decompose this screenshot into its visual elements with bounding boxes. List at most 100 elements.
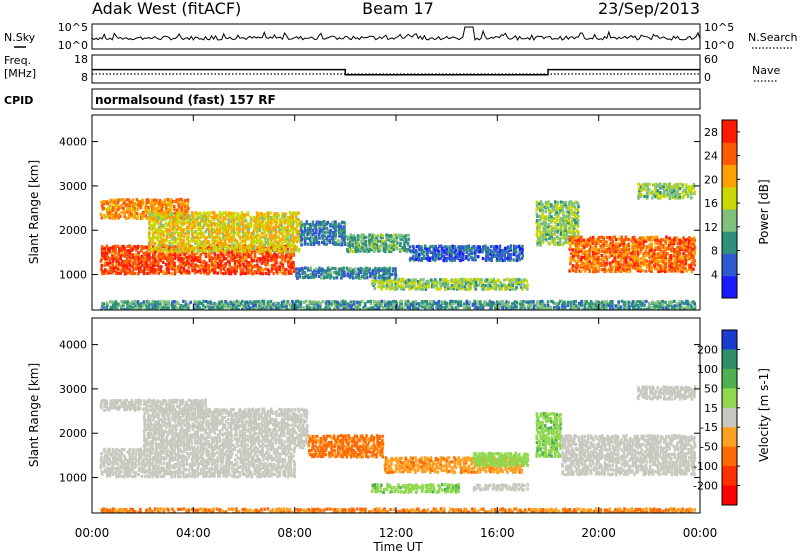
data-cell [227, 215, 231, 219]
data-cell [575, 251, 578, 256]
data-cell [117, 267, 120, 271]
data-cell [113, 200, 117, 204]
data-cell [133, 212, 136, 216]
data-cell [208, 220, 211, 224]
data-cell [365, 272, 369, 276]
data-cell [175, 300, 179, 304]
data-cell [326, 268, 329, 272]
data-cell [468, 248, 472, 253]
data-cell [210, 233, 214, 237]
data-cell [383, 300, 386, 304]
data-cell [436, 246, 440, 251]
data-cell [653, 238, 657, 242]
data-cell [527, 300, 530, 304]
data-cell [257, 308, 261, 310]
data-cell [266, 261, 269, 265]
data-cell [645, 196, 649, 200]
data-cell [125, 270, 128, 274]
data-cell [150, 210, 154, 214]
data-cell [382, 281, 385, 286]
data-cell [273, 259, 277, 263]
data-cell [136, 300, 140, 304]
data-cell [266, 308, 270, 310]
data-cell [262, 259, 265, 264]
data-cell [162, 260, 165, 264]
data-cell [292, 261, 295, 265]
data-cell [119, 257, 123, 261]
data-cell [234, 260, 237, 264]
data-cell [670, 262, 673, 266]
data-cell [652, 192, 655, 196]
data-cell [125, 257, 129, 261]
data-cell [605, 249, 608, 253]
data-cell [422, 278, 425, 282]
data-cell [238, 246, 242, 250]
data-cell [275, 215, 278, 219]
data-cell [636, 247, 639, 251]
data-cell [588, 243, 591, 247]
data-cell [496, 305, 500, 309]
data-cell [663, 182, 666, 186]
data-cell [374, 269, 378, 273]
data-cell [550, 235, 553, 239]
data-cell [432, 254, 435, 258]
data-cell [583, 303, 587, 308]
data-cell [292, 245, 296, 250]
data-cell [382, 245, 386, 249]
data-cell [594, 261, 598, 265]
data-cell [125, 265, 129, 269]
data-cell [467, 285, 470, 289]
data-cell [602, 242, 605, 246]
data-cell [664, 263, 667, 267]
data-cell [266, 255, 270, 259]
data-cell [338, 234, 341, 238]
data-cell [127, 216, 131, 220]
data-cell [550, 299, 553, 303]
data-cell [659, 254, 662, 258]
data-cell [317, 234, 321, 238]
data-cell [271, 227, 275, 232]
data-cell [567, 216, 571, 220]
data-cell [581, 307, 584, 310]
data-cell [386, 302, 390, 306]
data-cell [678, 263, 682, 267]
data-cell [202, 235, 206, 239]
data-cell [600, 302, 603, 306]
data-cell [642, 242, 645, 246]
data-cell [589, 255, 592, 259]
data-cell [275, 259, 278, 263]
data-cell [550, 225, 553, 229]
data-cell [687, 189, 691, 193]
data-cell [380, 299, 384, 303]
data-cell [322, 240, 326, 244]
data-cell [258, 259, 262, 263]
data-cell [150, 247, 154, 252]
data-cell [303, 270, 307, 275]
data-cell [484, 249, 488, 253]
data-cell [165, 249, 169, 253]
data-cell [498, 258, 502, 262]
data-cell [354, 249, 358, 254]
data-cell [608, 267, 611, 272]
data-cell [108, 250, 111, 254]
data-cell [211, 211, 214, 215]
data-cell [280, 303, 283, 308]
data-cell [244, 256, 248, 260]
data-cell [358, 307, 362, 310]
data-cell [360, 242, 364, 246]
data-cell [242, 259, 245, 263]
data-cell [328, 307, 332, 310]
data-cell [436, 249, 440, 253]
data-cell [303, 241, 307, 245]
data-cell [693, 246, 697, 250]
data-cell [111, 205, 115, 209]
data-cell [173, 204, 176, 208]
data-cell [517, 282, 521, 286]
data-cell [320, 276, 323, 280]
data-cell [282, 302, 286, 306]
data-cell [445, 304, 448, 308]
data-cell [134, 253, 138, 257]
data-cell [244, 235, 247, 240]
data-cell [438, 244, 441, 248]
data-cell [509, 278, 512, 282]
